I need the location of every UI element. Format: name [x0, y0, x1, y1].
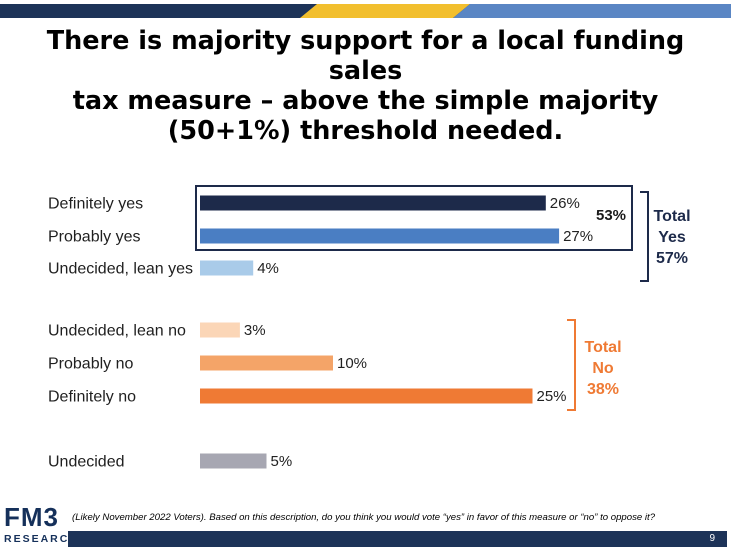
category-label-lean-yes: Undecided, lean yes: [48, 261, 193, 278]
bar-probably-no: [200, 355, 333, 371]
category-label-undecided: Undecided: [48, 454, 125, 471]
bar-lean-yes: [200, 260, 254, 276]
question-footnote: (Likely November 2022 Voters). Based on …: [72, 512, 656, 523]
total-yes-word: Total: [653, 208, 690, 225]
value-label-undecided: 5%: [271, 453, 293, 470]
category-label-probably-no: Probably no: [48, 356, 133, 373]
bar-definitely-no: [200, 388, 533, 404]
page-title-line-1: There is majority support for a local fu…: [46, 26, 685, 86]
value-label-lean-no: 3%: [244, 322, 266, 339]
bar-lean-no: [200, 322, 240, 338]
labels-layer: Definitely yes 26% Probably yes 27% Undecide…: [48, 195, 593, 471]
header-stripe-blue: [453, 4, 731, 18]
bars-layer: [200, 195, 560, 469]
value-label-definitely-yes: 26%: [550, 195, 580, 212]
total-no-word: Total: [584, 339, 621, 356]
annotations-layer: 53% Total Yes 57% Total No 38%: [195, 185, 691, 411]
fm3-logo: FM3 RESEARCH: [4, 502, 77, 549]
yes-subtotal-label: 53%: [596, 207, 626, 224]
bar-probably-yes: [200, 228, 560, 244]
page-number: 9: [709, 533, 715, 544]
value-label-probably-no: 10%: [337, 355, 367, 372]
bar-definitely-yes: [200, 195, 546, 211]
value-label-lean-yes: 4%: [257, 260, 279, 277]
value-label-probably-yes: 27%: [563, 228, 593, 245]
total-yes-label: Yes: [658, 229, 686, 246]
category-label-definitely-yes: Definitely yes: [48, 196, 143, 213]
page-title: There is majority support for a local fu…: [10, 26, 721, 146]
category-label-definitely-no: Definitely no: [48, 389, 136, 406]
header-stripe: [0, 4, 731, 18]
header-stripe-gold: [300, 4, 470, 18]
page-title-line-3: (50+1%) threshold needed.: [167, 116, 564, 146]
bar-chart: Definitely yes 26% Probably yes 27% Undecide…: [48, 185, 691, 471]
total-no-value: 38%: [587, 381, 619, 398]
bar-undecided: [200, 453, 267, 469]
category-label-probably-yes: Probably yes: [48, 229, 141, 246]
value-label-definitely-no: 25%: [537, 388, 567, 405]
logo-wordmark: FM3: [4, 502, 59, 532]
page-title-line-2: tax measure – above the simple majority: [72, 86, 659, 116]
total-yes-bracket: [640, 191, 649, 282]
total-no-bracket: [567, 319, 576, 411]
yes-subtotal-box: [195, 185, 633, 251]
total-no-label: No: [592, 360, 614, 377]
logo-subtext: RESEARCH: [4, 533, 79, 545]
category-label-lean-no: Undecided, lean no: [48, 323, 186, 340]
total-yes-value: 57%: [656, 250, 688, 267]
footer-bar: 9: [68, 531, 727, 547]
